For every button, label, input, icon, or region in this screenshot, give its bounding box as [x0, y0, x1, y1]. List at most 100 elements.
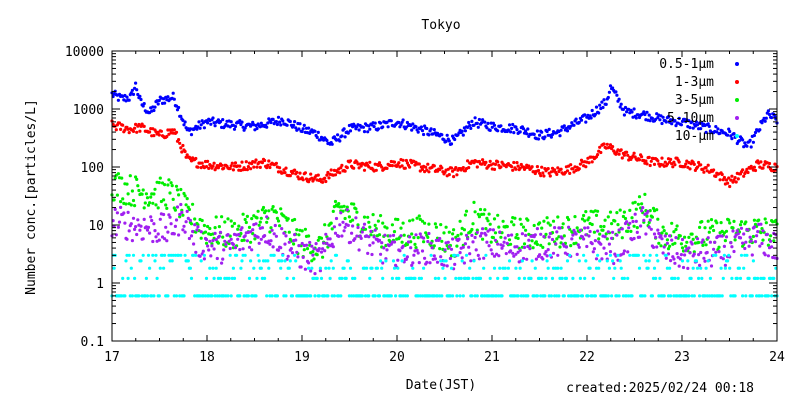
data-point [753, 276, 758, 280]
data-point [266, 259, 270, 263]
data-point [654, 235, 658, 239]
data-point [532, 294, 536, 298]
data-point [338, 139, 342, 143]
data-point [290, 171, 295, 175]
data-point [279, 123, 283, 127]
data-point [706, 236, 710, 240]
data-point [583, 226, 587, 230]
data-point [467, 245, 471, 249]
data-point [686, 266, 690, 270]
data-point [608, 210, 613, 214]
data-point [287, 230, 291, 234]
data-point [334, 253, 339, 257]
data-point [259, 266, 263, 270]
data-point [759, 231, 763, 235]
data-point [211, 164, 215, 168]
data-point [608, 250, 613, 254]
data-point [633, 200, 637, 204]
data-point [420, 249, 425, 253]
data-point [412, 253, 416, 257]
data-point [679, 242, 684, 246]
data-point [217, 234, 221, 238]
data-point [333, 199, 338, 204]
data-point [674, 227, 678, 232]
data-point [422, 236, 426, 240]
data-point [724, 178, 729, 182]
data-point [687, 294, 691, 298]
data-point [377, 161, 382, 165]
data-point [300, 229, 304, 233]
data-point [202, 253, 206, 257]
data-point [466, 237, 470, 241]
data-point [628, 253, 632, 257]
data-point [119, 205, 123, 209]
data-point [524, 233, 528, 237]
data-point [735, 229, 739, 233]
data-point [636, 253, 641, 257]
data-point [520, 259, 525, 263]
data-point [313, 272, 317, 276]
data-point [166, 230, 170, 234]
data-point [191, 202, 195, 206]
data-point [183, 230, 187, 234]
data-point [309, 294, 313, 298]
data-point [123, 294, 127, 298]
data-point [293, 120, 297, 124]
data-point [156, 102, 160, 106]
data-point [264, 209, 268, 213]
data-point [722, 253, 727, 257]
data-point [444, 259, 448, 263]
data-point [766, 165, 771, 169]
data-point [524, 129, 528, 133]
data-point [660, 231, 664, 235]
data-point [372, 235, 376, 239]
data-point [614, 90, 618, 94]
data-point [574, 117, 578, 121]
data-point [493, 231, 498, 235]
data-point [154, 235, 158, 239]
data-point [540, 130, 544, 134]
data-point [141, 188, 145, 192]
data-point [540, 276, 544, 280]
data-point [422, 240, 426, 244]
data-point [766, 109, 771, 113]
data-point [236, 227, 240, 231]
data-point [263, 276, 267, 280]
data-point [592, 247, 597, 251]
data-point [285, 123, 289, 127]
data-point [130, 239, 134, 243]
data-point [451, 169, 455, 173]
data-point [644, 232, 648, 236]
data-point [700, 240, 704, 244]
data-point [315, 135, 319, 139]
data-point [313, 129, 317, 133]
data-point [366, 130, 370, 134]
data-point [366, 215, 370, 219]
data-point [690, 242, 694, 246]
data-point [488, 222, 492, 226]
data-point [593, 239, 598, 243]
legend-label: 1-3μm [675, 75, 714, 90]
data-point [751, 259, 756, 263]
data-point [665, 266, 670, 270]
data-point [769, 234, 773, 238]
data-point [440, 133, 444, 137]
data-point [419, 125, 423, 129]
data-point [584, 210, 588, 214]
data-point [198, 254, 202, 258]
data-point [553, 294, 557, 298]
data-point [729, 294, 733, 298]
data-point [487, 244, 491, 248]
data-point [449, 166, 454, 170]
data-point [396, 266, 400, 270]
data-point [510, 220, 514, 224]
data-point [672, 257, 676, 261]
data-point [539, 232, 543, 236]
data-point [150, 294, 154, 298]
data-point [410, 276, 414, 280]
data-point [642, 253, 646, 257]
data-point [626, 229, 630, 233]
data-point [258, 165, 262, 169]
series-3-points [110, 202, 779, 276]
data-point [641, 206, 645, 210]
